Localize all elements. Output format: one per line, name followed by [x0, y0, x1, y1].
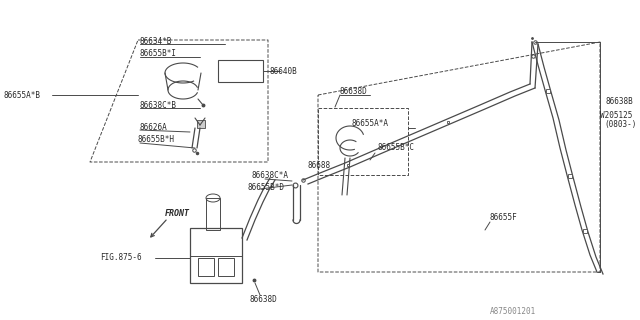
Text: (0803-): (0803-): [604, 121, 636, 130]
Text: 86640B: 86640B: [270, 67, 298, 76]
Text: 86655A*A: 86655A*A: [352, 119, 389, 129]
Text: 86655F: 86655F: [490, 213, 518, 222]
Text: 86655A*B: 86655A*B: [4, 91, 41, 100]
Text: A875001201: A875001201: [490, 308, 536, 316]
Text: 86655B*I: 86655B*I: [140, 50, 177, 59]
Bar: [218, 60, 263, 82]
Text: FRONT: FRONT: [165, 209, 190, 218]
Text: 86638D: 86638D: [250, 295, 278, 305]
Text: 86638C*A: 86638C*A: [252, 172, 289, 180]
Text: 86655B*D: 86655B*D: [248, 183, 285, 193]
Text: 86638C*B: 86638C*B: [140, 100, 177, 109]
Bar: [218, 258, 234, 276]
Text: 86638D: 86638D: [340, 86, 368, 95]
Bar: [197, 120, 205, 128]
Bar: [206, 198, 220, 230]
Text: 86638B: 86638B: [605, 98, 633, 107]
Text: FIG.875-6: FIG.875-6: [100, 253, 141, 262]
Bar: [190, 228, 242, 283]
Text: 86655B*H: 86655B*H: [138, 135, 175, 145]
Text: 86655B*C: 86655B*C: [378, 143, 415, 153]
Bar: [198, 258, 214, 276]
Text: 86688: 86688: [308, 161, 331, 170]
Text: 86634*B: 86634*B: [140, 36, 172, 45]
Text: 86626A: 86626A: [140, 123, 168, 132]
Text: W205125: W205125: [600, 110, 632, 119]
